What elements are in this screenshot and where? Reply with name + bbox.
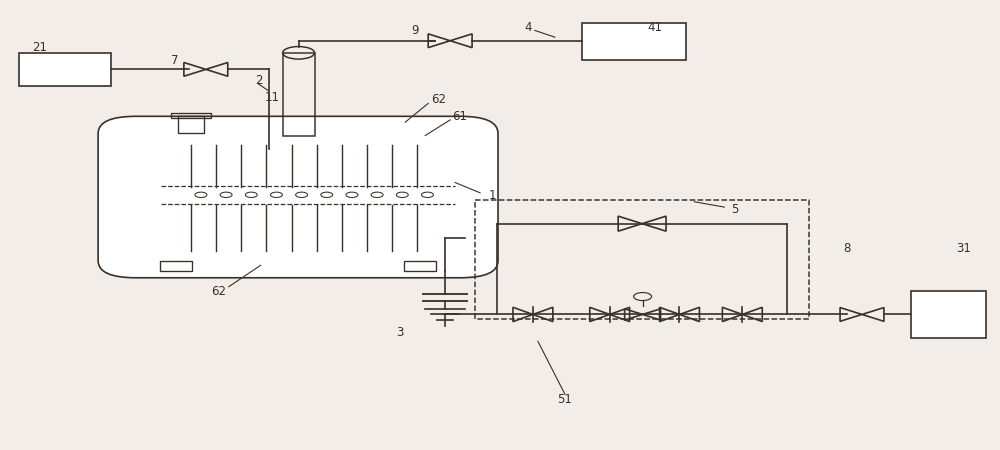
Bar (582, 23, 686, 59)
Bar (911, 291, 986, 338)
FancyBboxPatch shape (98, 117, 498, 278)
Text: 61: 61 (453, 110, 468, 123)
Text: 62: 62 (211, 285, 226, 298)
Text: 5: 5 (731, 203, 738, 216)
Text: 31: 31 (956, 242, 971, 255)
Bar (19, 53, 111, 86)
Bar (404, 261, 436, 270)
Text: 2: 2 (255, 75, 262, 87)
Text: 41: 41 (647, 21, 662, 34)
Bar (178, 117, 204, 133)
Text: 8: 8 (843, 242, 851, 255)
Bar (171, 113, 211, 118)
Text: 51: 51 (557, 393, 572, 406)
Text: 62: 62 (431, 93, 446, 106)
Text: 21: 21 (32, 40, 47, 54)
Bar (160, 261, 192, 270)
Text: 3: 3 (397, 326, 404, 339)
Text: 9: 9 (411, 24, 419, 37)
Bar (475, 200, 809, 319)
Bar (283, 53, 315, 135)
Text: 7: 7 (171, 54, 179, 67)
Text: 4: 4 (524, 21, 532, 34)
Text: 11: 11 (265, 91, 280, 104)
Text: 1: 1 (488, 189, 496, 202)
